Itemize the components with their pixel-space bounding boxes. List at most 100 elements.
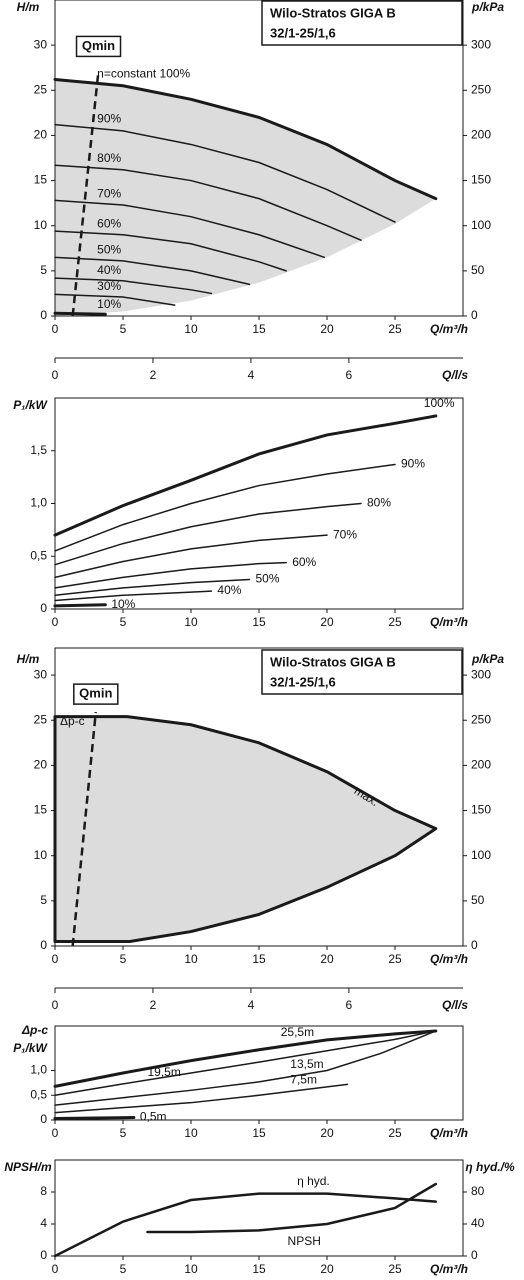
curve bbox=[54, 502, 362, 566]
x2-tick-label: 4 bbox=[248, 998, 255, 1012]
x-tick-label: 20 bbox=[320, 1126, 334, 1140]
x-axis-label: Q/m³/h bbox=[430, 615, 468, 629]
y-tick-label: 4 bbox=[40, 1216, 47, 1230]
x2-tick-label: 6 bbox=[346, 998, 353, 1012]
x-axis-label: Q/m³/h bbox=[430, 1262, 468, 1276]
y2-tick-label: 0 bbox=[471, 938, 478, 952]
x-tick-label: 10 bbox=[184, 1262, 198, 1276]
x-tick-label: 25 bbox=[388, 1126, 402, 1140]
curve bbox=[54, 1030, 437, 1097]
x-tick-label: 20 bbox=[320, 1262, 334, 1276]
curve-label: 30% bbox=[97, 279, 121, 293]
curve-label: NPSH bbox=[288, 1234, 321, 1248]
x-tick-label: 5 bbox=[120, 1126, 127, 1140]
y-axis-label: H/m bbox=[17, 0, 40, 14]
curve-label: 60% bbox=[97, 217, 121, 231]
y2-tick-label: 250 bbox=[471, 82, 491, 96]
curve bbox=[54, 164, 362, 241]
y2-tick-label: 0 bbox=[471, 308, 478, 322]
x2-tick-label: 0 bbox=[52, 998, 59, 1012]
y2-axis-label: p/kPa bbox=[471, 652, 504, 666]
curve bbox=[54, 590, 213, 602]
x-tick-label: 15 bbox=[252, 1262, 266, 1276]
qmin-label: Qmin bbox=[82, 38, 115, 53]
annotation: Δp-c bbox=[60, 714, 85, 728]
title: Wilo-Stratos GIGA B bbox=[270, 5, 396, 20]
curve-label: 19,5m bbox=[147, 1065, 180, 1079]
y-tick-label: 20 bbox=[34, 758, 48, 772]
x-tick-label: 0 bbox=[52, 952, 59, 966]
curve bbox=[53, 77, 438, 201]
y2-tick-label: 150 bbox=[471, 803, 491, 817]
curve bbox=[54, 256, 251, 286]
x-tick-label: 5 bbox=[120, 1262, 127, 1276]
curve bbox=[53, 1029, 438, 1088]
curve-label: 50% bbox=[97, 243, 121, 257]
curve bbox=[54, 199, 326, 259]
x-tick-label: 25 bbox=[388, 952, 402, 966]
y-axis-label: H/m bbox=[17, 652, 40, 666]
y-tick-label: 1,0 bbox=[30, 496, 47, 510]
operating-area bbox=[55, 79, 436, 316]
y-tick-label: 25 bbox=[34, 82, 48, 96]
qmin-line bbox=[71, 711, 98, 947]
curve-label: 0,5m bbox=[140, 1110, 167, 1124]
x2-axis-label: Q/l/s bbox=[442, 998, 468, 1012]
x-tick-label: 0 bbox=[52, 1262, 59, 1276]
curve bbox=[54, 1083, 349, 1114]
subtitle: 32/1-25/1,6 bbox=[270, 25, 336, 40]
curve bbox=[53, 414, 438, 537]
curve bbox=[54, 534, 328, 579]
title-box bbox=[261, 649, 463, 695]
curve-label: 90% bbox=[97, 112, 121, 126]
qmin-box bbox=[73, 683, 119, 705]
x-tick-label: 20 bbox=[320, 615, 334, 629]
x-tick-label: 15 bbox=[252, 1126, 266, 1140]
y-tick-label: 15 bbox=[34, 173, 48, 187]
y2-tick-label: 200 bbox=[471, 758, 491, 772]
x-tick-label: 10 bbox=[184, 322, 198, 336]
y2-tick-label: 100 bbox=[471, 218, 491, 232]
curve-label: 60% bbox=[292, 555, 316, 569]
x-tick-label: 20 bbox=[320, 952, 334, 966]
curve bbox=[53, 603, 107, 608]
curve bbox=[53, 311, 107, 316]
x-tick-label: 15 bbox=[252, 322, 266, 336]
curve-label: 100% bbox=[424, 396, 455, 410]
y2-tick-label: 250 bbox=[471, 712, 491, 726]
operating-area bbox=[53, 715, 438, 943]
y-tick-label: 0 bbox=[40, 1112, 47, 1126]
curve bbox=[54, 293, 176, 306]
x-tick-label: 10 bbox=[184, 615, 198, 629]
y2-tick-label: 200 bbox=[471, 128, 491, 142]
curve bbox=[53, 1116, 136, 1121]
x-axis-label: Q/m³/h bbox=[430, 1126, 468, 1140]
y-tick-label: 20 bbox=[34, 128, 48, 142]
x-axis-label: Q/m³/h bbox=[430, 952, 468, 966]
x-tick-label: 5 bbox=[120, 322, 127, 336]
y-axis-label: P₁/kW bbox=[13, 398, 48, 412]
y2-tick-label: 40 bbox=[471, 1216, 485, 1230]
plot-frame bbox=[54, 1159, 464, 1257]
curve bbox=[54, 561, 287, 589]
curve-label: 80% bbox=[97, 151, 121, 165]
curve bbox=[54, 1030, 437, 1106]
curve-label: 70% bbox=[333, 527, 357, 541]
x-tick-label: 10 bbox=[184, 952, 198, 966]
curve-label: 7,5m bbox=[290, 1073, 317, 1087]
x-tick-label: 25 bbox=[388, 1262, 402, 1276]
y2-tick-label: 300 bbox=[471, 667, 491, 681]
title-box bbox=[261, 0, 463, 46]
y-tick-label: 8 bbox=[40, 1184, 47, 1198]
y-tick-label: 0 bbox=[40, 938, 47, 952]
y-axis-label: NPSH/m bbox=[4, 1160, 52, 1174]
subtitle: 32/1-25/1,6 bbox=[270, 674, 336, 689]
y2-tick-label: 0 bbox=[471, 1248, 478, 1262]
curve bbox=[54, 277, 213, 295]
x2-tick-label: 2 bbox=[150, 368, 157, 382]
y-tick-label: 5 bbox=[40, 893, 47, 907]
qmin-label: Qmin bbox=[79, 686, 112, 701]
x-tick-label: 5 bbox=[120, 952, 127, 966]
x2-tick-label: 4 bbox=[248, 368, 255, 382]
y-tick-label: 0,5 bbox=[30, 1087, 47, 1101]
